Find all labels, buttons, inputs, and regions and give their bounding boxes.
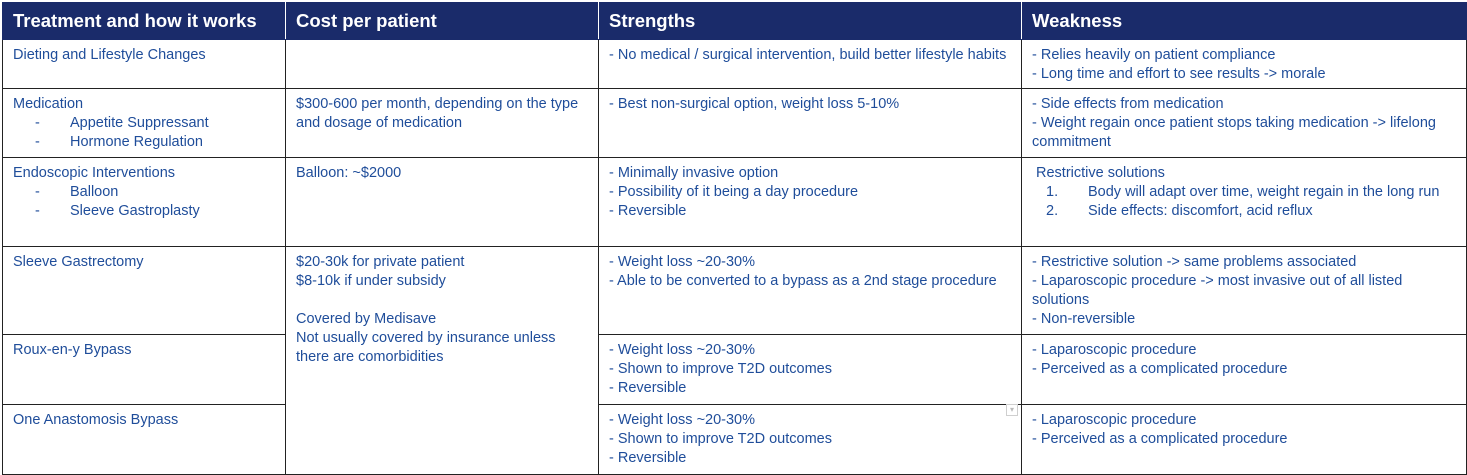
dash-bullet: -: [35, 115, 40, 131]
subitem-label: Appetite Suppressant: [70, 115, 209, 131]
strengths-cell[interactable]: - Weight loss ~20-30% - Shown to improve…: [598, 404, 1022, 475]
header-weakness: Weakness: [1021, 2, 1467, 40]
cost-line: $8-10k if under subsidy: [296, 273, 446, 289]
weakness-cell[interactable]: - Restrictive solution -> same problems …: [1021, 246, 1467, 335]
weakness-line: - Weight regain once patient stops takin…: [1032, 115, 1440, 150]
weakness-line: - Laparoscopic procedure -> most invasiv…: [1032, 273, 1407, 308]
strengths-cell[interactable]: - Minimally invasive option - Possibilit…: [598, 157, 1022, 247]
strengths-cell[interactable]: - Weight loss ~20-30% - Able to be conve…: [598, 246, 1022, 335]
weakness-cell[interactable]: - Side effects from medication - Weight …: [1021, 88, 1467, 158]
treatment-cell[interactable]: Sleeve Gastrectomy: [2, 246, 286, 335]
strength-line: - No medical / surgical intervention, bu…: [609, 47, 1007, 63]
cost-line: Not usually covered by insurance unless …: [296, 330, 560, 365]
cost-cell[interactable]: [285, 39, 599, 89]
table-row: Roux-en-y Bypass - Weight loss ~20-30% -…: [2, 334, 1467, 405]
weakness-line: - Perceived as a complicated procedure: [1032, 431, 1288, 447]
header-strengths: Strengths: [598, 2, 1022, 40]
chevron-down-icon[interactable]: ▾: [1006, 404, 1018, 416]
cost-text: Balloon: ~$2000: [296, 165, 402, 181]
weakness-cell[interactable]: - Relies heavily on patient compliance -…: [1021, 39, 1467, 89]
weakness-line: - Restrictive solution -> same problems …: [1032, 254, 1357, 270]
treatment-name: Sleeve Gastrectomy: [13, 254, 144, 270]
numbered-text: Side effects: discomfort, acid reflux: [1088, 203, 1313, 219]
weakness-line: - Long time and effort to see results ->…: [1032, 66, 1326, 82]
weakness-line: - Non-reversible: [1032, 311, 1136, 327]
weakness-title: Restrictive solutions: [1036, 165, 1165, 181]
weakness-line: - Laparoscopic procedure: [1032, 342, 1197, 358]
weakness-line: - Relies heavily on patient compliance: [1032, 47, 1276, 63]
strength-line: - Weight loss ~20-30%: [609, 412, 756, 428]
treatment-subitem: - Hormone Regulation: [13, 133, 276, 152]
subitem-label: Sleeve Gastroplasty: [70, 203, 200, 219]
strength-line: - Weight loss ~20-30%: [609, 342, 756, 358]
treatment-name: Dieting and Lifestyle Changes: [13, 47, 206, 63]
strength-line: - Reversible: [609, 450, 687, 466]
subitem-label: Balloon: [70, 184, 119, 200]
strengths-cell[interactable]: - Weight loss ~20-30% - Shown to improve…: [598, 334, 1022, 405]
strengths-cell[interactable]: - No medical / surgical intervention, bu…: [598, 39, 1022, 89]
treatment-subitem: - Balloon: [13, 183, 276, 202]
treatment-name: Medication: [13, 96, 84, 112]
strength-line: - Possibility of it being a day procedur…: [609, 184, 859, 200]
strength-line: - Shown to improve T2D outcomes: [609, 361, 832, 377]
table-row: Medication - Appetite Suppressant - Hormon…: [2, 88, 1467, 158]
strength-line: - Reversible: [609, 380, 687, 396]
dash-bullet: -: [35, 203, 40, 219]
subitem-label: Hormone Regulation: [70, 134, 203, 150]
treatment-cell[interactable]: Endoscopic Interventions - Balloon - Sleev…: [2, 157, 286, 247]
strength-line: - Minimally invasive option: [609, 165, 779, 181]
weakness-line: - Side effects from medication: [1032, 96, 1224, 112]
strength-line: - Reversible: [609, 203, 687, 219]
header-treatment: Treatment and how it works: [2, 2, 286, 40]
cost-line: $20-30k for private patient: [296, 254, 465, 270]
header-row: Treatment and how it works Cost per pati…: [2, 2, 1467, 40]
weakness-line: - Laparoscopic procedure: [1032, 412, 1197, 428]
strength-line: - Able to be converted to a bypass as a …: [609, 273, 997, 289]
strength-line: - Shown to improve T2D outcomes: [609, 431, 832, 447]
treatment-subitem: - Appetite Suppressant: [13, 114, 276, 133]
dash-bullet: -: [35, 184, 40, 200]
treatment-cell[interactable]: Roux-en-y Bypass: [2, 334, 286, 405]
item-number: 2.: [1046, 203, 1059, 219]
treatment-cell[interactable]: Medication - Appetite Suppressant - Hormon…: [2, 88, 286, 158]
table-row: Dieting and Lifestyle Changes - No medic…: [2, 39, 1467, 89]
strength-line: - Weight loss ~20-30%: [609, 254, 756, 270]
strengths-cell[interactable]: - Best non-surgical option, weight loss …: [598, 88, 1022, 158]
header-cost: Cost per patient: [285, 2, 599, 40]
cost-text: $300-600 per month, depending on the typ…: [296, 96, 583, 131]
treatment-name: Roux-en-y Bypass: [13, 342, 132, 358]
dash-bullet: -: [35, 134, 40, 150]
item-number: 1.: [1046, 184, 1059, 200]
treatment-cell[interactable]: Dieting and Lifestyle Changes: [2, 39, 286, 89]
table-row: One Anastomosis Bypass - Weight loss ~20…: [2, 404, 1467, 475]
numbered-text: Body will adapt over time, weight regain…: [1088, 184, 1440, 200]
treatment-subitem: - Sleeve Gastroplasty: [13, 202, 276, 221]
treatment-name: One Anastomosis Bypass: [13, 412, 179, 428]
treatment-cell[interactable]: One Anastomosis Bypass: [2, 404, 286, 475]
weakness-cell[interactable]: - Laparoscopic procedure - Perceived as …: [1021, 404, 1467, 475]
numbered-item: 1. Body will adapt over time, weight rega…: [1036, 183, 1457, 202]
cost-cell[interactable]: Balloon: ~$2000: [285, 157, 599, 247]
table-row: Endoscopic Interventions - Balloon - Sleev…: [2, 157, 1467, 247]
numbered-item: 2. Side effects: discomfort, acid reflux: [1036, 202, 1457, 221]
treatment-name: Endoscopic Interventions: [13, 165, 176, 181]
cost-line: Covered by Medisave: [296, 311, 437, 327]
cost-cell[interactable]: $300-600 per month, depending on the typ…: [285, 88, 599, 158]
weakness-line: - Perceived as a complicated procedure: [1032, 361, 1288, 377]
weakness-cell[interactable]: Restrictive solutions 1. Body will adapt …: [1021, 157, 1467, 247]
strength-line: - Best non-surgical option, weight loss …: [609, 96, 900, 112]
table-row: Sleeve Gastrectomy $20-30k for private p…: [2, 246, 1467, 475]
cost-cell[interactable]: $20-30k for private patient $8-10k if un…: [285, 246, 599, 475]
weakness-cell[interactable]: - Laparoscopic procedure - Perceived as …: [1021, 334, 1467, 405]
cost-blank-line: [296, 291, 589, 310]
